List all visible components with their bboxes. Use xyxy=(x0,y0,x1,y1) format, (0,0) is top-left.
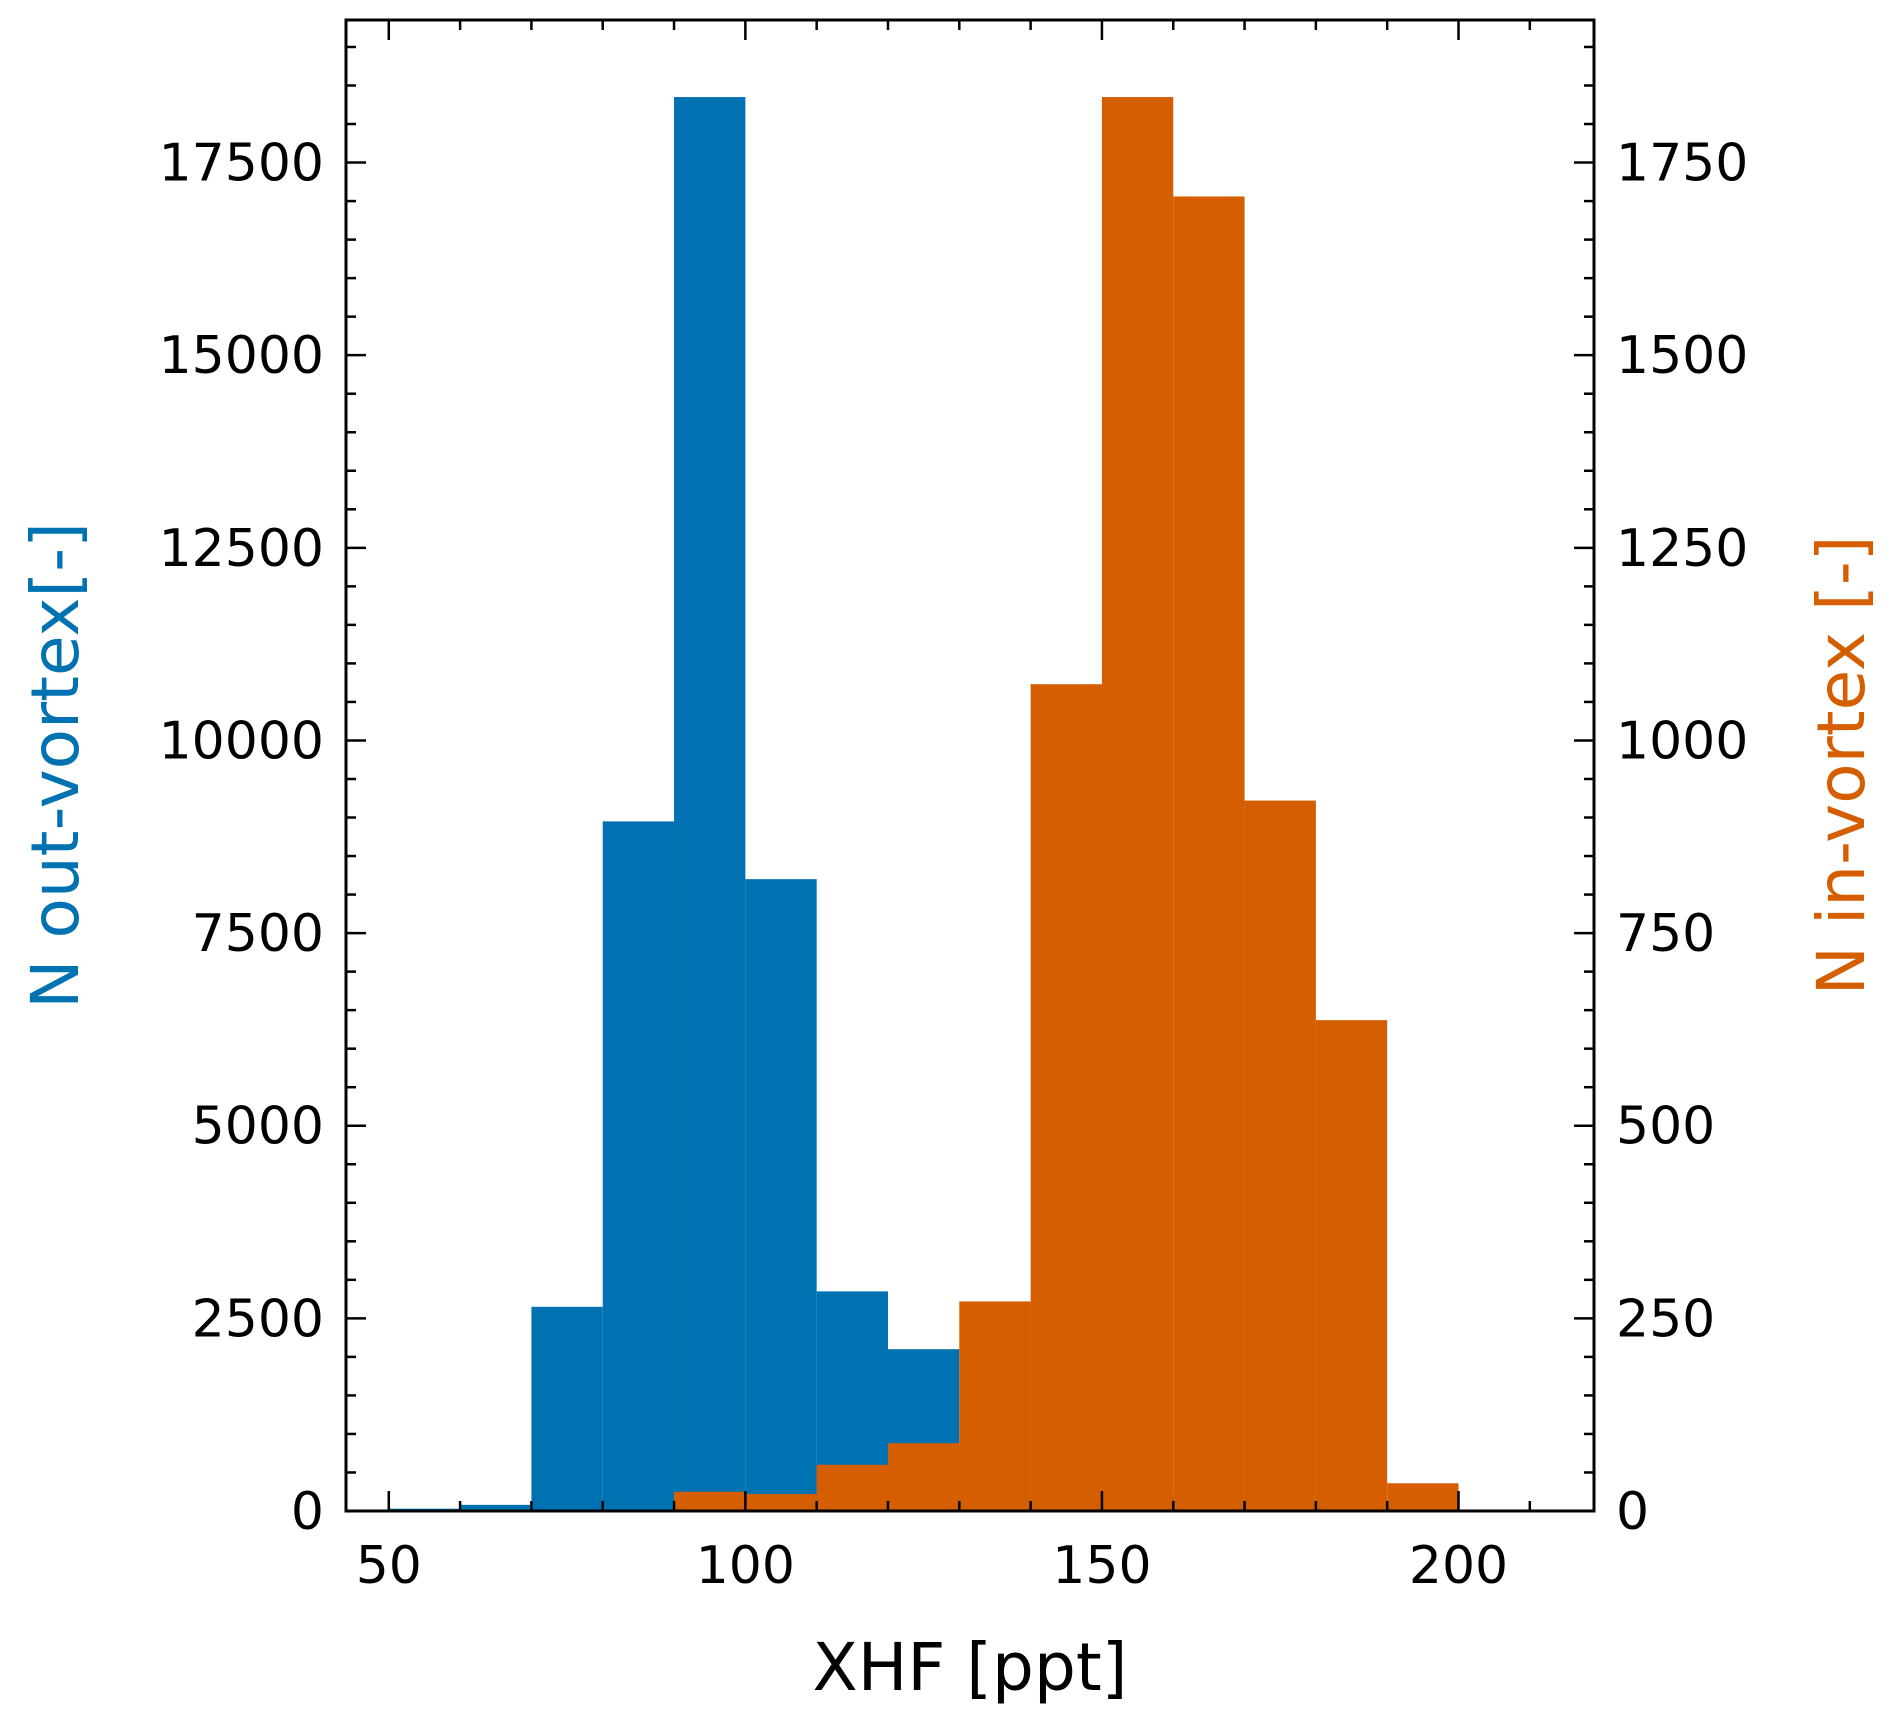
y-tick-label-left: 12500 xyxy=(159,519,324,579)
y-tick-label-right: 250 xyxy=(1616,1289,1715,1349)
in-vortex-bar-12 xyxy=(1244,800,1316,1511)
in-vortex-bar-9 xyxy=(1030,684,1102,1511)
in-vortex-bar-5 xyxy=(745,1494,817,1511)
in-vortex-bar-6 xyxy=(816,1464,888,1511)
x-axis-label: XHF [ppt] xyxy=(813,1629,1128,1706)
y-tick-label-right: 0 xyxy=(1616,1482,1649,1542)
in-vortex-bar-4 xyxy=(674,1491,746,1511)
y-tick-label-left: 2500 xyxy=(192,1289,324,1349)
out-vortex-bar-2 xyxy=(531,1306,603,1511)
y-axis-label-right: N in-vortex [-] xyxy=(1803,536,1880,996)
x-tick-label: 100 xyxy=(696,1536,795,1596)
y-tick-label-left: 15000 xyxy=(159,326,324,386)
ticks-layer xyxy=(346,20,1594,1513)
y-tick-label-left: 17500 xyxy=(159,134,324,194)
out-vortex-bar-3 xyxy=(602,821,675,1511)
labels-layer: 50 100 150 20002500500075001000012500150001… xyxy=(159,134,1749,1596)
y-tick-label-right: 750 xyxy=(1616,904,1715,964)
y-tick-label-left: 5000 xyxy=(192,1097,324,1157)
y-tick-label-left: 7500 xyxy=(192,904,324,964)
x-tick-label: 200 xyxy=(1409,1536,1508,1596)
out-vortex-bar-1 xyxy=(460,1504,532,1511)
in-vortex-bar-7 xyxy=(887,1443,960,1511)
y-axis-label-left: N out-vortex[-] xyxy=(17,522,94,1009)
out-vortex-bar-4 xyxy=(674,97,746,1512)
out-vortex-bar-5 xyxy=(745,879,817,1511)
y-tick-label-left: 0 xyxy=(291,1482,324,1542)
y-tick-label-right: 1250 xyxy=(1616,519,1748,579)
in-vortex-bar-11 xyxy=(1173,196,1245,1512)
in-vortex-bar-14 xyxy=(1387,1483,1459,1511)
y-tick-label-right: 1750 xyxy=(1616,134,1748,194)
in-vortex-bar-10 xyxy=(1101,97,1174,1512)
in-vortex-bar-8 xyxy=(959,1301,1031,1511)
x-tick-label: 50 xyxy=(356,1536,422,1596)
plot-frame xyxy=(344,18,1596,1513)
y-tick-label-right: 1000 xyxy=(1616,711,1748,771)
y-tick-label-right: 1500 xyxy=(1616,326,1748,386)
y-tick-label-right: 500 xyxy=(1616,1097,1715,1157)
x-tick-label: 150 xyxy=(1052,1536,1151,1596)
bars-layer xyxy=(388,97,1530,1512)
y-tick-label-left: 10000 xyxy=(159,711,324,771)
in-vortex-bar-13 xyxy=(1315,1020,1388,1511)
